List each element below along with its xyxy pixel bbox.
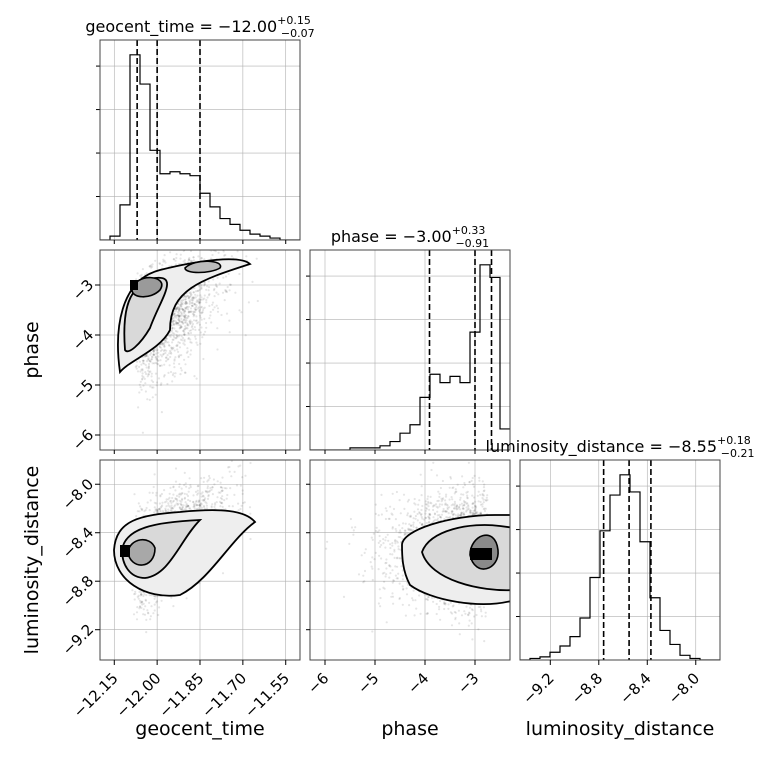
y-axis-label-phase: phase — [21, 321, 43, 378]
histogram-luminosity_distance — [520, 460, 720, 660]
density-peak — [120, 545, 130, 557]
histogram-geocent_time — [100, 40, 300, 240]
y-tick-label-phase: −3 — [69, 276, 97, 304]
histogram-step-luminosity_distance — [520, 474, 720, 660]
y-tick-label-luminosity_distance: −8.4 — [59, 524, 97, 562]
y-tick-label-luminosity_distance: −9.2 — [59, 621, 97, 659]
x-tick-label-phase: −6 — [304, 669, 332, 697]
contour-inner — [131, 276, 163, 298]
x-tick-label-luminosity_distance: −9.2 — [519, 669, 557, 707]
panel-frame-phase-luminosity_distance — [309, 459, 511, 661]
density-peak — [130, 280, 138, 290]
histogram-phase — [310, 250, 510, 450]
x-tick-label-phase: −4 — [404, 669, 432, 697]
x-axis-label-geocent_time: geocent_time — [135, 718, 264, 740]
x-axis-label-luminosity_distance: luminosity_distance — [526, 718, 715, 740]
y-tick-label-phase: −4 — [69, 326, 97, 354]
x-tick-label-phase: −3 — [454, 669, 482, 697]
x-tick-label-geocent_time: −11.55 — [241, 669, 293, 721]
title-geocent_time: geocent_time = −12.00+0.15 −0.07 — [85, 14, 314, 40]
title-luminosity_distance: luminosity_distance = −8.55+0.18 −0.21 — [486, 434, 755, 460]
scatter-panel-geocent_time-phase — [100, 250, 300, 450]
panel-frame-phase — [309, 249, 511, 451]
y-tick-label-luminosity_distance: −8.8 — [59, 572, 97, 610]
x-tick-label-geocent_time: −11.85 — [155, 669, 207, 721]
histogram-step-phase — [310, 264, 510, 450]
x-tick-label-phase: −5 — [354, 669, 382, 697]
panel-frame-luminosity_distance — [519, 459, 721, 661]
x-axis-label-phase: phase — [381, 718, 438, 740]
scatter-panel-geocent_time-luminosity_distance — [100, 460, 300, 660]
y-tick-label-phase: −5 — [69, 376, 97, 404]
x-tick-label-geocent_time: −12.15 — [70, 669, 122, 721]
x-tick-label-geocent_time: −11.70 — [198, 669, 250, 721]
density-peak — [470, 548, 492, 560]
x-tick-label-geocent_time: −12.00 — [113, 669, 165, 721]
contour-middle — [123, 277, 168, 353]
x-tick-label-luminosity_distance: −8.0 — [665, 669, 703, 707]
y-axis-label-luminosity_distance: luminosity_distance — [21, 466, 43, 655]
contour-inner — [127, 539, 156, 566]
title-phase: phase = −3.00+0.33 −0.91 — [331, 224, 489, 250]
contour-inner-2 — [184, 260, 222, 274]
x-tick-label-luminosity_distance: −8.4 — [616, 669, 654, 707]
y-tick-label-luminosity_distance: −8.0 — [59, 475, 97, 513]
scatter-panel-phase-luminosity_distance — [310, 460, 510, 660]
y-tick-label-phase: −6 — [69, 426, 97, 454]
x-tick-label-luminosity_distance: −8.8 — [568, 669, 606, 707]
